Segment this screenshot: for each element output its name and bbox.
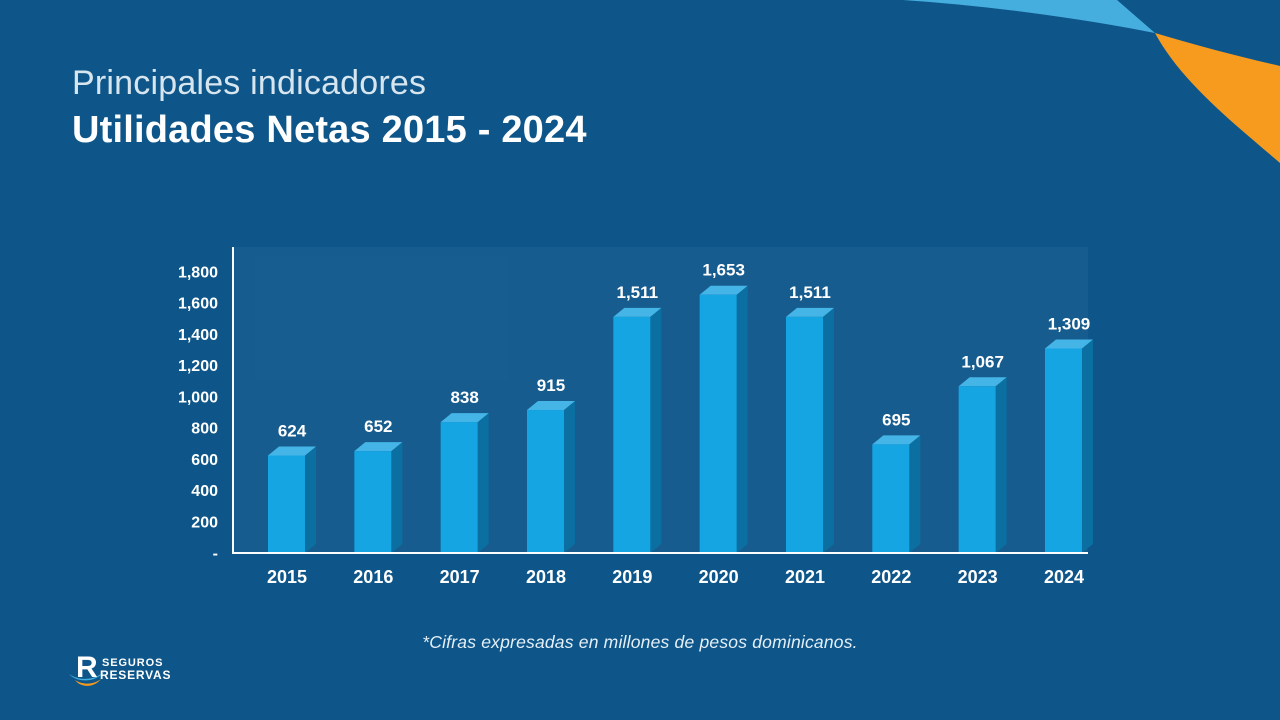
bar-value-label: 695: [882, 410, 910, 429]
slide-title: Utilidades Netas 2015 - 2024: [72, 108, 587, 151]
bar-2019: [613, 316, 651, 553]
x-tick-label: 2019: [612, 567, 652, 587]
net-profit-chart: 1,800 1,600 1,400 1,200 1,000 800 600 400 200 - 62…: [150, 240, 1110, 600]
bar-2017: [440, 422, 478, 553]
y-tick-label: 1,400: [178, 327, 218, 344]
footnote: *Cifras expresadas en millones de pesos …: [422, 632, 858, 652]
bar-side-2022: [909, 435, 921, 553]
logo-blue-swoosh-icon: [69, 671, 105, 681]
y-tick-label: -: [213, 546, 218, 563]
bar-value-label: 1,511: [789, 283, 831, 302]
bar-top-2019: [613, 307, 662, 317]
bar-side-2017: [477, 413, 489, 553]
x-tick-label: 2022: [871, 567, 911, 587]
bar-2022: [872, 444, 910, 553]
logo-text-seguros: SEGUROS: [102, 657, 163, 669]
bar-side-2021: [822, 307, 834, 553]
y-tick-label: 800: [191, 421, 218, 438]
bar-side-2019: [650, 307, 662, 553]
y-tick-label: 200: [191, 514, 218, 531]
slide-subtitle: Principales indicadores: [72, 64, 427, 102]
bar-value-label: 838: [450, 388, 478, 407]
x-tick-label: 2015: [267, 567, 307, 587]
bar-value-label: 1,067: [961, 352, 1004, 371]
x-tick-label: 2020: [699, 567, 739, 587]
bar-top-2022: [872, 435, 921, 445]
y-tick-label: 1,800: [178, 264, 218, 281]
bar-2023: [958, 386, 996, 553]
bar-side-2020: [736, 285, 748, 553]
bar-2020: [699, 294, 737, 553]
bar-top-2015: [268, 446, 316, 456]
bar-2015: [268, 455, 305, 553]
logo-orange-swoosh-icon: [75, 679, 101, 686]
bar-value-label: 1,309: [1048, 314, 1091, 333]
x-tick-label: 2024: [1044, 567, 1084, 587]
x-tick-label: 2017: [440, 567, 480, 587]
bar-value-label: 652: [364, 417, 392, 436]
bar-2021: [785, 316, 823, 553]
seguros-reservas-logo: R SEGUROS RESERVAS: [69, 651, 171, 686]
x-tick-label: 2016: [353, 567, 393, 587]
bar-top-2023: [958, 377, 1007, 387]
bar-top-2021: [785, 307, 834, 317]
light-blue-swoosh: [903, 0, 1155, 33]
bar-chart-svg: 1,800 1,600 1,400 1,200 1,000 800 600 400 200 - 62…: [178, 247, 1093, 587]
bar-top-2018: [526, 401, 575, 411]
bar-side-2015: [305, 446, 316, 553]
bar-2018: [526, 410, 564, 553]
bar-top-2024: [1044, 339, 1093, 349]
bar-value-label: 1,653: [702, 261, 745, 280]
bar-top-2017: [440, 413, 489, 423]
x-tick-label: 2023: [958, 567, 998, 587]
x-tick-label: 2018: [526, 567, 566, 587]
logo-r-mark: R: [76, 651, 98, 684]
y-tick-label: 1,200: [178, 358, 218, 375]
y-tick-label: 400: [191, 483, 218, 500]
title-block: Principales indicadores Utilidades Netas…: [72, 62, 587, 153]
bar-value-label: 915: [537, 376, 565, 395]
bar-side-2018: [563, 401, 575, 553]
y-tick-label: 1,000: [178, 389, 218, 406]
bar-top-2020: [699, 285, 748, 295]
bar-value-label: 624: [278, 422, 307, 441]
logo-text-reservas: RESERVAS: [100, 668, 171, 682]
bar-side-2023: [995, 377, 1007, 553]
y-tick-label: 600: [191, 452, 218, 469]
bar-2016: [354, 451, 392, 553]
bar-side-2016: [391, 442, 403, 553]
orange-swoosh: [1155, 33, 1280, 163]
y-tick-label: 1,600: [178, 296, 218, 313]
x-tick-label: 2021: [785, 567, 825, 587]
bar-value-label: 1,511: [617, 283, 659, 302]
corner-decoration: [903, 0, 1280, 163]
bar-side-2024: [1081, 339, 1093, 553]
bar-top-2016: [354, 442, 403, 452]
bar-2024: [1044, 348, 1082, 553]
